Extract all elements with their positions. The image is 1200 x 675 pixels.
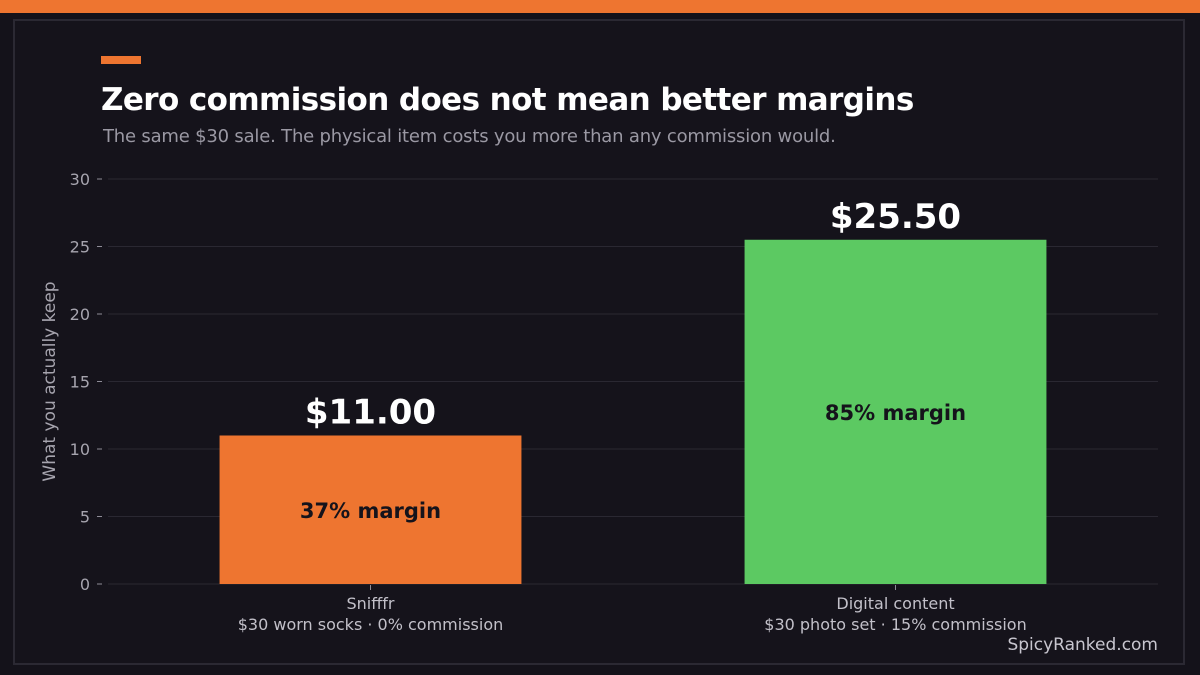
y-tick-label: 15	[70, 373, 90, 392]
y-axis-label: What you actually keep	[40, 281, 60, 481]
bar	[219, 435, 522, 584]
chart-subtitle: The same $30 sale. The physical item cos…	[103, 126, 836, 147]
x-tick-detail-label: $30 photo set · 15% commission	[764, 615, 1026, 634]
bar-margin-label: 37% margin	[300, 499, 441, 523]
y-tick-label: 10	[70, 440, 90, 459]
bar-value-label: $25.50	[830, 197, 961, 237]
y-tick-label: 0	[80, 575, 90, 594]
x-tick-label: Digital content	[836, 594, 954, 613]
watermark: SpicyRanked.com	[1007, 635, 1158, 655]
y-tick-label: 20	[70, 305, 90, 324]
top-accent-bar	[0, 0, 1200, 13]
y-tick-label: 25	[70, 238, 90, 257]
x-tick-detail-label: $30 worn socks · 0% commission	[238, 615, 504, 634]
bar-value-label: $11.00	[305, 393, 436, 433]
bar-margin-label: 85% margin	[825, 401, 966, 425]
y-tick-label: 30	[70, 170, 90, 189]
y-tick-label: 5	[80, 508, 90, 527]
chart-title: Zero commission does not mean better mar…	[101, 82, 914, 118]
x-tick-label: Snifffr	[347, 594, 395, 613]
title-accent-mark	[101, 56, 141, 64]
bar	[744, 239, 1047, 584]
